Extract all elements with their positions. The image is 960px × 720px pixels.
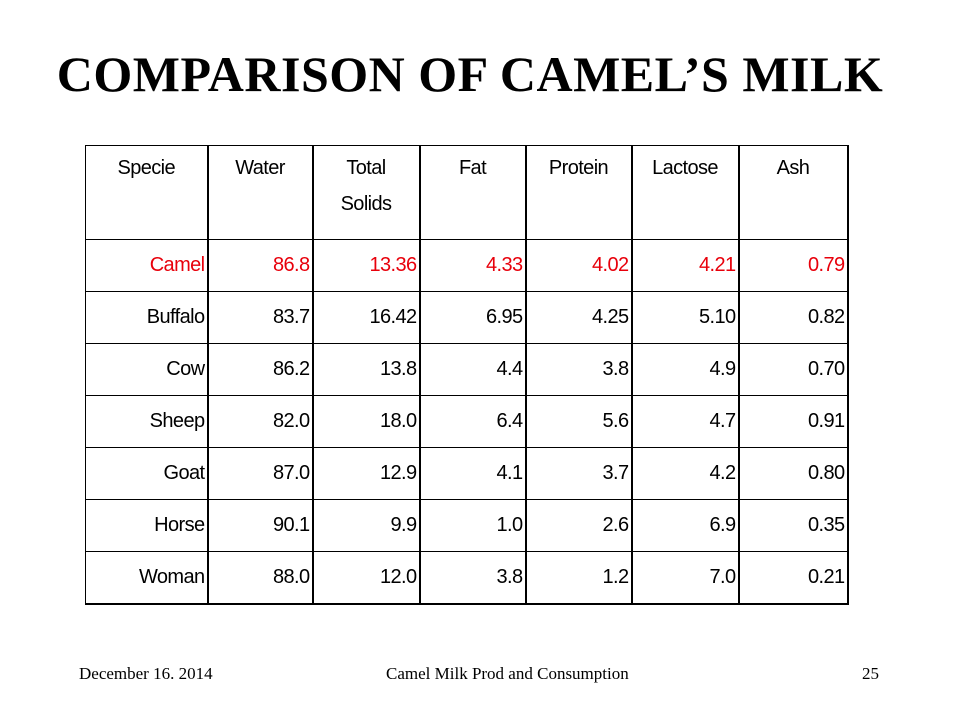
header-total-solids: Total Solids (312, 145, 421, 240)
header-label: Protein (548, 157, 609, 179)
cell-protein: 4.25 (525, 291, 633, 344)
slide-title: COMPARISON OF CAMEL’S MILK (56, 46, 884, 102)
cell-specie: Woman (85, 551, 209, 605)
header-label: Ash (776, 157, 810, 179)
cell-water: 88.0 (207, 551, 314, 605)
cell-ash: 0.79 (738, 239, 849, 292)
table-row-sheep: Sheep 82.0 18.0 6.4 5.6 4.7 0.91 (85, 395, 849, 448)
cell-fat: 4.4 (419, 343, 527, 396)
cell-total-solids: 12.0 (312, 551, 421, 605)
table-header-row: Specie Water Total Solids Fat Protein Lac… (85, 145, 849, 240)
header-label-line-1: Total (346, 157, 386, 179)
table-row-buffalo: Buffalo 83.7 16.42 6.95 4.25 5.10 0.82 (85, 291, 849, 344)
page-number: 25 (862, 664, 879, 683)
header-label: Lactose (652, 157, 718, 179)
header-specie: Specie (85, 145, 209, 240)
cell-water: 87.0 (207, 447, 314, 500)
cell-ash: 0.35 (738, 499, 849, 552)
cell-water: 86.8 (207, 239, 314, 292)
cell-water: 82.0 (207, 395, 314, 448)
cell-total-solids: 9.9 (312, 499, 421, 552)
cell-water: 86.2 (207, 343, 314, 396)
footer-title: Camel Milk Prod and Consumption (386, 664, 629, 683)
header-protein: Protein (525, 145, 633, 240)
cell-lactose: 6.9 (631, 499, 740, 552)
cell-specie: Sheep (85, 395, 209, 448)
milk-composition-table: Specie Water Total Solids Fat Protein Lac… (85, 145, 849, 605)
cell-fat: 6.95 (419, 291, 527, 344)
cell-ash: 0.70 (738, 343, 849, 396)
header-water: Water (207, 145, 314, 240)
cell-lactose: 5.10 (631, 291, 740, 344)
cell-total-solids: 12.9 (312, 447, 421, 500)
header-label: Specie (117, 157, 176, 179)
cell-protein: 3.7 (525, 447, 633, 500)
cell-fat: 3.8 (419, 551, 527, 605)
footer-date: December 16. 2014 (79, 664, 213, 683)
cell-ash: 0.82 (738, 291, 849, 344)
header-ash: Ash (738, 145, 849, 240)
cell-fat: 4.1 (419, 447, 527, 500)
cell-total-solids: 13.8 (312, 343, 421, 396)
table-row-horse: Horse 90.1 9.9 1.0 2.6 6.9 0.35 (85, 499, 849, 552)
cell-specie: Horse (85, 499, 209, 552)
cell-fat: 1.0 (419, 499, 527, 552)
header-lactose: Lactose (631, 145, 740, 240)
cell-total-solids: 18.0 (312, 395, 421, 448)
cell-ash: 0.91 (738, 395, 849, 448)
cell-total-solids: 16.42 (312, 291, 421, 344)
header-label: Fat (458, 157, 487, 179)
cell-specie: Camel (85, 239, 209, 292)
table-row-goat: Goat 87.0 12.9 4.1 3.7 4.2 0.80 (85, 447, 849, 500)
cell-lactose: 4.9 (631, 343, 740, 396)
cell-protein: 1.2 (525, 551, 633, 605)
cell-specie: Goat (85, 447, 209, 500)
cell-ash: 0.21 (738, 551, 849, 605)
header-label-line-2: Solids (340, 193, 392, 215)
cell-lactose: 7.0 (631, 551, 740, 605)
cell-protein: 4.02 (525, 239, 633, 292)
cell-protein: 5.6 (525, 395, 633, 448)
header-fat: Fat (419, 145, 527, 240)
cell-water: 83.7 (207, 291, 314, 344)
cell-specie: Buffalo (85, 291, 209, 344)
cell-total-solids: 13.36 (312, 239, 421, 292)
table-row-camel: Camel 86.8 13.36 4.33 4.02 4.21 0.79 (85, 239, 849, 292)
cell-lactose: 4.21 (631, 239, 740, 292)
table-row-cow: Cow 86.2 13.8 4.4 3.8 4.9 0.70 (85, 343, 849, 396)
header-label: Water (235, 157, 285, 179)
table-row-woman: Woman 88.0 12.0 3.8 1.2 7.0 0.21 (85, 551, 849, 605)
cell-protein: 2.6 (525, 499, 633, 552)
cell-specie: Cow (85, 343, 209, 396)
cell-ash: 0.80 (738, 447, 849, 500)
cell-fat: 6.4 (419, 395, 527, 448)
cell-lactose: 4.7 (631, 395, 740, 448)
cell-water: 90.1 (207, 499, 314, 552)
cell-fat: 4.33 (419, 239, 527, 292)
cell-lactose: 4.2 (631, 447, 740, 500)
cell-protein: 3.8 (525, 343, 633, 396)
